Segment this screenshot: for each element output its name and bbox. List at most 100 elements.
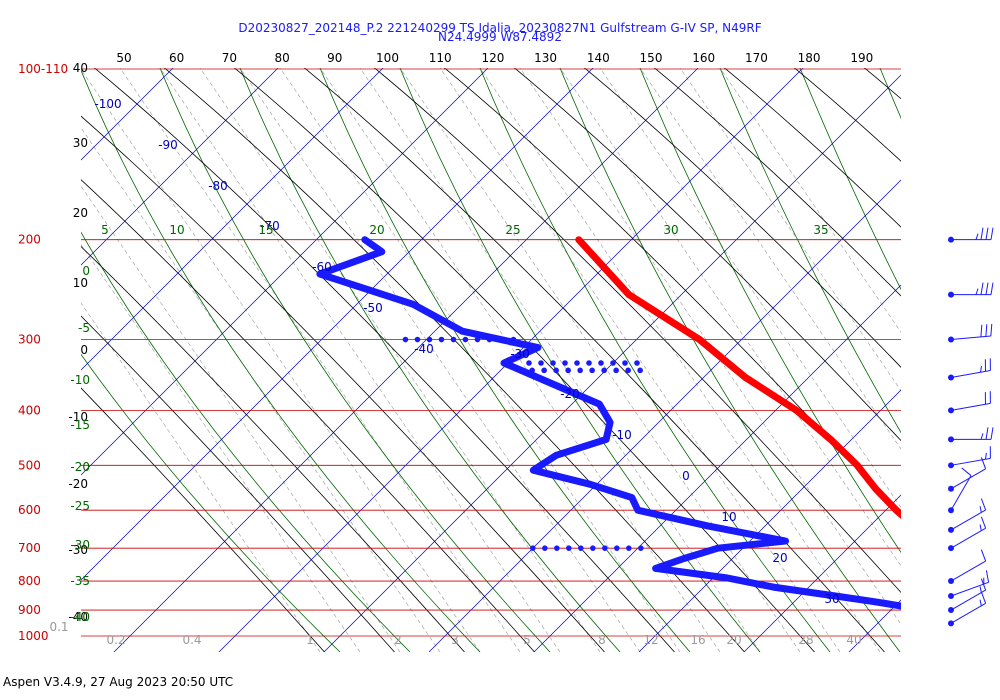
wind-barb [948,549,987,585]
dry-adiabat-line [793,68,901,162]
theta-e-label: 35 [813,223,828,237]
wind-barb [948,227,994,243]
isotherm-label: -90 [158,138,178,152]
bottom-mixing-ratio-label: 2 [394,633,402,647]
wind-barb-flag [980,498,987,511]
moist-adiabat-line [639,68,901,554]
moist-adiabat-line [81,353,341,652]
wind-barb [948,282,994,298]
mixing-ratio-side-label: 0 [82,264,90,278]
mixing-ratio-side-label: -15 [70,418,90,432]
pressure-tick-label: 800 [18,574,41,588]
dry-adiabat-line [81,387,325,652]
wind-barb [948,391,991,414]
bottom-mixing-ratio-label: 20 [726,633,741,647]
dewpoint-dot [426,336,433,343]
dewpoint-dot [542,545,548,551]
wind-barb-staff [950,457,991,466]
mixing-ratio-line [199,68,601,652]
bottom-mixing-ratio-label: 0.2 [106,633,125,647]
isotherm-line [954,68,1000,652]
dry-adiabat-line [513,68,901,442]
isotherm-line [0,68,68,652]
bottom-mixing-ratio-label: 5 [523,633,531,647]
wind-barb-flag [980,227,984,240]
wind-barb [948,516,987,552]
dewpoint-dot [589,367,595,374]
dry-adiabat-line [653,68,901,297]
dry-adiabat-line [163,68,745,652]
bottom-mixing-ratio-label: 12 [643,633,658,647]
pressure-tick-label: 100-110 [18,62,68,76]
pressure-tick-label: 900 [18,603,41,617]
bottom-mixing-ratio-label: 28 [798,633,813,647]
wind-barb-flag [980,457,987,469]
mixing-ratio-line [399,68,801,652]
profiles-layer [316,236,901,610]
mixing-ratio-side-label: -10 [70,373,90,387]
dry-adiabat-line [583,68,901,368]
height-tick-label: 0 [80,343,88,357]
wind-barb-flag [984,452,987,460]
height-tick-label: 30 [73,136,88,150]
dry-adiabat-line [910,48,1000,692]
mixing-ratio-line [279,68,681,652]
top-scale-label: 100 [376,51,399,65]
dry-adiabat-line [443,68,901,517]
theta-e-label: 10 [169,223,184,237]
dewpoint-dot [402,336,409,343]
dry-adiabat-line [303,68,885,652]
wind-barb-flag [980,433,984,440]
mixing-ratio-line [639,68,901,450]
isotherm-label: 0 [682,469,690,483]
dewpoint-dot [486,336,493,343]
mixing-ratio-side-label: -5 [78,321,90,335]
mixing-ratio-side-label: -40 [70,610,90,624]
isotherm-line [81,68,174,161]
dewpoint-dot [598,360,604,366]
pressure-tick-label: 700 [18,541,41,555]
dewpoint-dot [590,545,596,551]
wind-barb-flag [990,227,994,240]
wind-barb [948,457,987,492]
mixing-ratio-line [239,68,641,652]
wind-barb-staff [950,589,986,611]
mixing-ratio-line [359,68,761,652]
theta-e-label: 30 [663,223,678,237]
wind-barb-staff [950,602,986,624]
temperature-profile [575,236,901,520]
dewpoint-dot [614,545,620,551]
isotherm-line [533,284,901,652]
isotherm-line [81,68,279,266]
top-scale-label: 130 [534,51,557,65]
mixing-ratio-line [81,68,481,652]
wind-barb-flag [985,570,990,583]
top-scale-label: 150 [640,51,663,65]
bottom-mixing-ratio-label: 1 [306,633,314,647]
dewpoint-dot [586,360,592,366]
wind-barb [948,427,994,443]
height-tick-label: 20 [73,206,88,220]
wind-barb-staff [950,475,972,511]
mixing-ratio-line [439,68,841,652]
wind-barb [948,358,991,381]
top-scale-label: 70 [222,51,237,65]
isotherm-label: -70 [260,219,280,233]
chart-title-line2: N24.4999 W87.4892 [438,30,562,44]
wind-barb-flag [980,578,987,591]
top-scale-label: 160 [692,51,715,65]
mixing-ratio-line [81,302,321,652]
isotherm-label: 10 [721,510,736,524]
wind-barb [948,570,990,599]
wind-barb-staff [950,468,986,490]
isotherm-label: 30 [824,592,839,606]
mixing-ratio-line [679,68,901,392]
bottom-mixing-ratio-label: 0.1 [49,620,68,634]
mixing-ratio-line [159,68,561,652]
pressure-tick-label: 400 [18,403,41,417]
wind-barb-flag [990,427,994,440]
dewpoint-dot [538,360,544,366]
dry-adiabat-line [93,68,675,652]
pressure-tick-label: 1000 [18,629,49,643]
moist-adiabat-line [319,68,691,652]
